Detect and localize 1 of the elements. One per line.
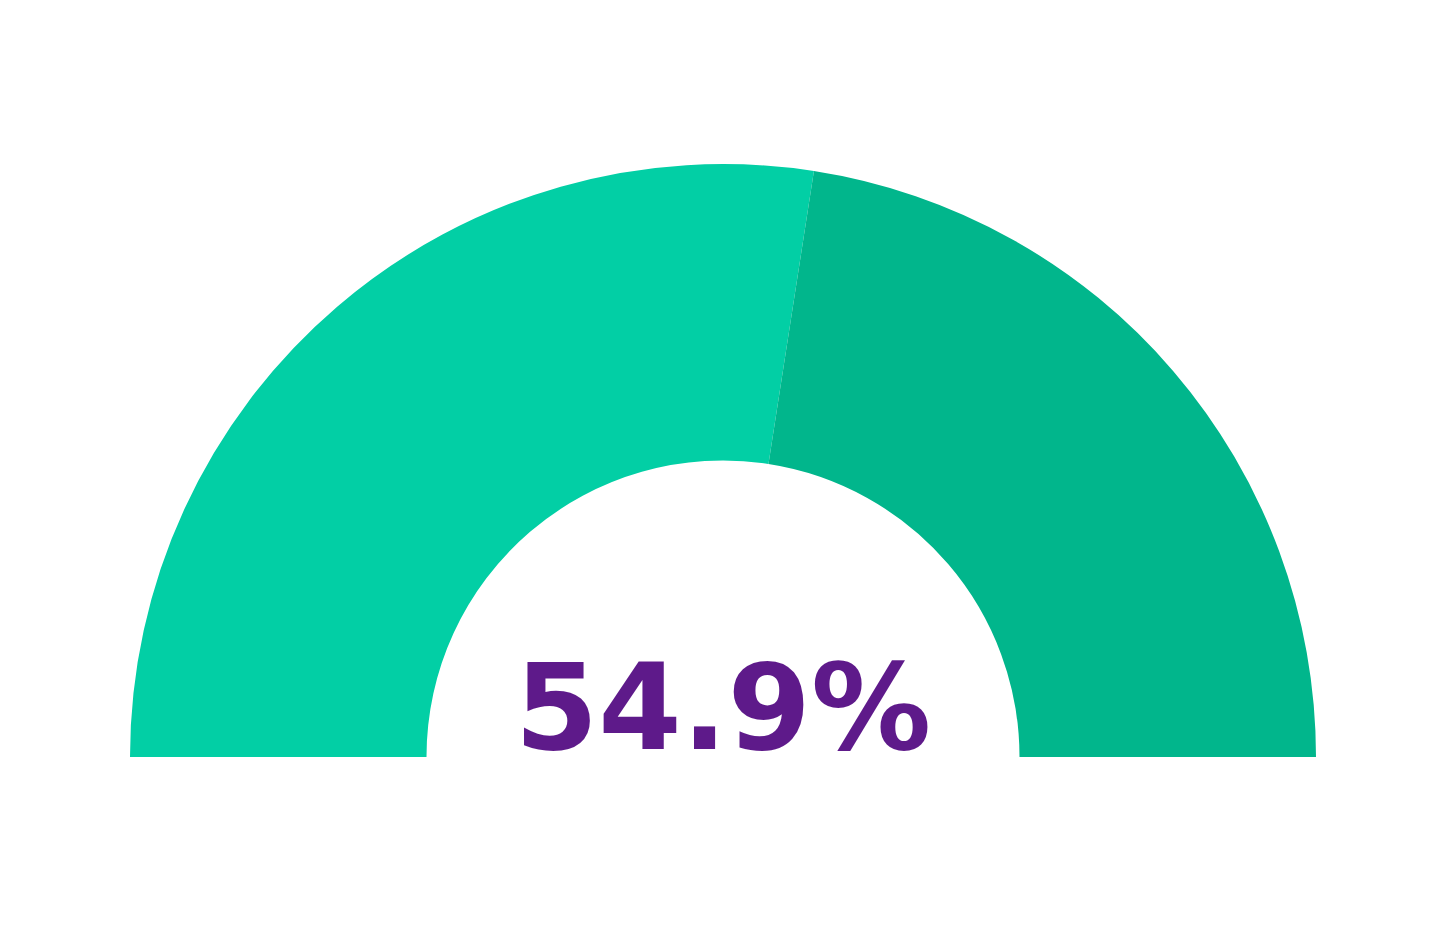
text: 54.9%: [514, 638, 932, 777]
